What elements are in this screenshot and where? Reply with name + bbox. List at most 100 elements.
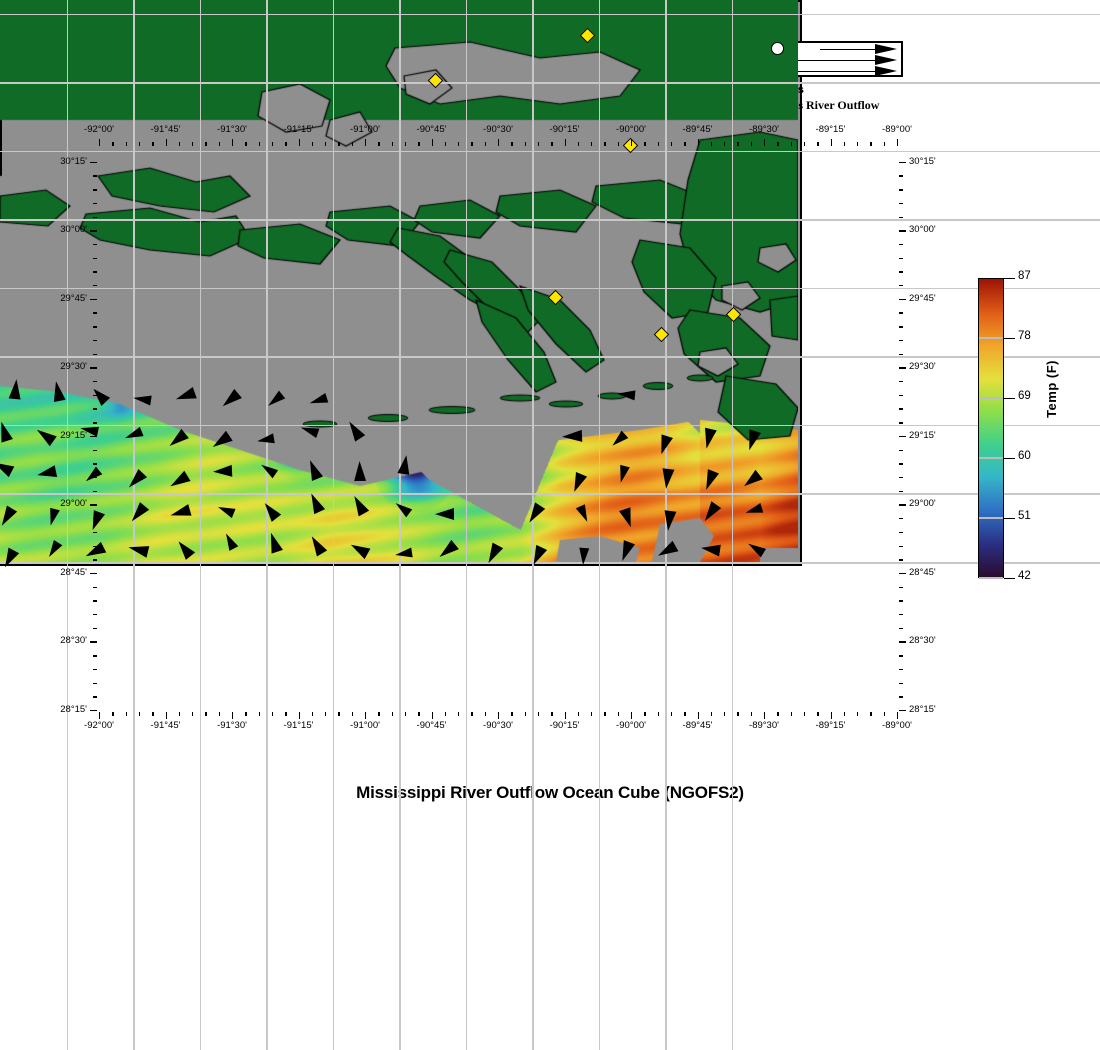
axis-tick-major: [631, 139, 633, 146]
axis-tick-minor: [93, 655, 97, 657]
colorbar: [978, 278, 1004, 578]
y-axis-label-right: 29°45': [909, 292, 936, 304]
axis-tick-minor: [93, 216, 97, 218]
axis-tick-major: [830, 712, 832, 719]
axis-tick-minor: [899, 381, 903, 383]
graticule-line-horizontal: [0, 82, 1100, 84]
colorbar-tick: [1004, 398, 1015, 400]
axis-tick-minor: [458, 712, 460, 716]
axis-tick-minor: [93, 175, 97, 177]
axis-tick-minor: [899, 285, 903, 287]
graticule-line-horizontal: [0, 356, 1100, 358]
axis-tick-major: [298, 139, 300, 146]
x-axis-label-top: -90°45': [416, 124, 447, 135]
graticule-line-horizontal: [0, 562, 1100, 564]
axis-tick-minor: [325, 712, 327, 716]
axis-tick-minor: [899, 490, 903, 493]
axis-tick-minor: [644, 712, 646, 716]
axis-tick-minor: [670, 712, 673, 716]
axis-tick-minor: [418, 712, 420, 716]
axis-tick-major: [90, 161, 97, 164]
x-axis-label-top: -90°15': [549, 124, 580, 135]
axis-tick-minor: [737, 712, 739, 716]
axis-tick-minor: [112, 142, 114, 146]
axis-tick-major: [232, 139, 234, 146]
graticule-line-horizontal: [0, 424, 1100, 427]
axis-tick-minor: [657, 142, 659, 146]
axis-tick-minor: [311, 142, 314, 146]
axis-tick-minor: [93, 381, 97, 383]
graticule-line-vertical: [665, 0, 667, 1050]
axis-tick-minor: [899, 600, 903, 602]
axis-tick-minor: [777, 142, 779, 146]
colorbar-tick: [1004, 338, 1015, 340]
graticule-line-vertical: [598, 0, 600, 1050]
axis-tick-minor: [857, 712, 859, 716]
axis-tick-minor: [218, 712, 221, 716]
axis-tick-minor: [710, 142, 713, 146]
axis-tick-minor: [899, 655, 903, 657]
axis-tick-minor: [351, 712, 354, 716]
axis-tick-minor: [93, 490, 97, 493]
colorbar-tick-label: 60: [1018, 450, 1031, 462]
graticule-line-vertical: [731, 0, 733, 1050]
axis-tick-minor: [537, 712, 540, 716]
usm-instrument-marker[interactable]: [771, 41, 785, 55]
axis-tick-minor: [604, 712, 606, 716]
axis-tick-minor: [93, 682, 97, 684]
x-axis-label-top: -92°00': [84, 124, 114, 135]
axis-tick-minor: [138, 142, 141, 146]
axis-tick-major: [897, 712, 899, 719]
current-vector-arrow: [662, 510, 677, 532]
axis-tick-minor: [899, 531, 903, 534]
colorbar-tick: [1004, 278, 1015, 280]
axis-tick-minor: [899, 476, 903, 479]
axis-tick-minor: [258, 712, 260, 716]
axis-tick-minor: [93, 243, 97, 246]
axis-tick-minor: [125, 712, 127, 716]
y-axis-label-right: 30°15': [909, 155, 936, 167]
colorbar-tick: [1004, 578, 1015, 580]
axis-tick-minor: [899, 668, 903, 671]
axis-tick-minor: [899, 422, 903, 424]
axis-tick-major: [90, 572, 97, 575]
axis-tick-major: [899, 298, 906, 301]
axis-tick-minor: [537, 142, 540, 146]
vector-shaft-2: [765, 60, 875, 61]
axis-tick-major: [165, 139, 167, 146]
axis-tick-minor: [524, 142, 526, 146]
current-vector-arrow: [212, 464, 233, 478]
current-vector-arrow: [616, 388, 636, 401]
graticule-line-vertical: [266, 0, 268, 1050]
axis-tick-minor: [899, 614, 903, 616]
axis-tick-minor: [899, 518, 903, 520]
x-axis-label-top: -90°30': [483, 124, 513, 135]
axis-tick-major: [764, 139, 766, 146]
axis-tick-minor: [112, 712, 114, 716]
axis-tick-major: [90, 504, 97, 506]
axis-tick-minor: [724, 142, 726, 146]
y-axis-label-left: 30°15': [60, 155, 87, 167]
y-axis-label-left: 29°45': [60, 292, 87, 304]
axis-tick-major: [899, 504, 906, 506]
axis-tick-minor: [899, 175, 903, 177]
colorbar-tick-label: 78: [1018, 330, 1031, 342]
axis-tick-minor: [138, 712, 141, 716]
axis-tick-minor: [899, 696, 903, 698]
axis-tick-major: [899, 641, 906, 643]
y-axis-label-left: 29°15': [60, 429, 87, 441]
axis-tick-minor: [899, 627, 903, 630]
axis-tick-minor: [551, 712, 553, 716]
colorbar-inner-divider: [979, 397, 1003, 399]
axis-tick-minor: [404, 712, 407, 716]
axis-tick-minor: [93, 463, 97, 465]
axis-tick-minor: [857, 142, 859, 146]
graticule-line-vertical: [399, 0, 401, 1050]
axis-tick-minor: [899, 216, 903, 218]
axis-tick-minor: [883, 712, 886, 716]
axis-tick-minor: [93, 545, 97, 547]
axis-tick-minor: [604, 142, 606, 146]
axis-tick-minor: [338, 142, 340, 146]
